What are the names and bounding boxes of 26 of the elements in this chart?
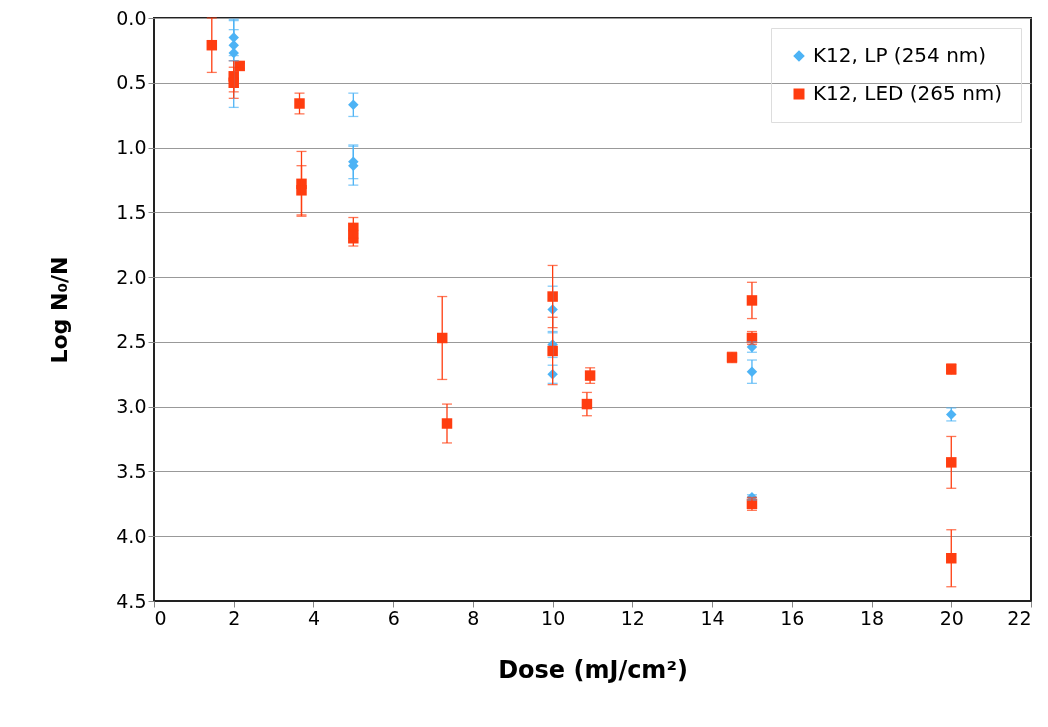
x-tick-label: 14 (700, 606, 725, 629)
x-tick-label: 4 (307, 606, 320, 629)
y-tick-label: 2.0 (116, 265, 147, 288)
x-tick-label: 8 (467, 606, 480, 629)
x-tick-label: 16 (780, 606, 805, 629)
x-tick-label: 6 (387, 606, 400, 629)
y-tick-label: 4.0 (116, 524, 147, 547)
x-tick-label: 22 (1007, 606, 1032, 629)
x-tick-label: 0 (154, 606, 167, 629)
y-axis-title: Log N₀/N (47, 256, 73, 364)
x-tick-label: 10 (541, 606, 566, 629)
y-tick-label: 4.5 (116, 589, 147, 612)
y-tick-label: 1.0 (116, 136, 147, 159)
y-tick-label: 2.5 (116, 330, 147, 353)
legend-label: K12, LED (265 nm) (813, 81, 1003, 105)
x-tick-label: 18 (859, 606, 885, 629)
x-tick-label: 2 (228, 606, 241, 629)
y-tick-label: 0.5 (116, 71, 147, 94)
y-tick-label: 0.0 (116, 6, 147, 29)
legend-label: K12, LP (254 nm) (813, 43, 987, 67)
y-tick-label: 1.5 (116, 200, 147, 223)
x-axis-title: Dose (mJ/cm²) (498, 655, 688, 684)
x-tick-label: 20 (939, 606, 964, 629)
y-tick-label: 3.0 (116, 395, 147, 418)
y-tick-label: 3.5 (116, 459, 147, 482)
x-tick-label: 12 (620, 606, 645, 629)
